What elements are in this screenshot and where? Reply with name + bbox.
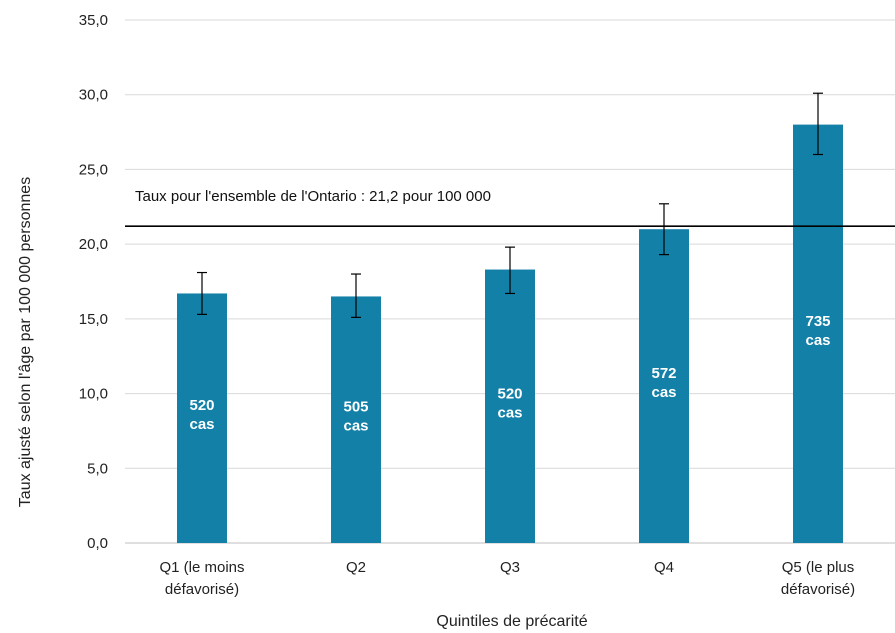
bar bbox=[331, 296, 381, 543]
bar-data-label-line: cas bbox=[343, 418, 368, 435]
error-bar bbox=[197, 271, 207, 315]
bar-data-label-line: 572 bbox=[651, 365, 676, 382]
y-tick-label: 15,0 bbox=[79, 311, 108, 328]
bar-data-label-line: cas bbox=[805, 332, 830, 349]
error-bar bbox=[659, 203, 669, 256]
y-tick-label: 35,0 bbox=[79, 12, 108, 29]
bar-data-label-line: 505 bbox=[343, 399, 368, 416]
y-tick-label: 10,0 bbox=[79, 386, 108, 403]
x-tick-label: Q1 (le moins défavorisé) bbox=[159, 559, 244, 598]
error-bar bbox=[351, 273, 361, 318]
reference-line-group: Taux pour l'ensemble de l'Ontario : 21,2… bbox=[125, 188, 895, 228]
bar bbox=[793, 124, 843, 543]
x-tick-label-line: Q5 (le plus bbox=[782, 559, 855, 576]
bar-data-label: 735 cas bbox=[805, 313, 830, 349]
x-axis-title: Quintiles de précarité bbox=[436, 613, 587, 630]
bar-labels: 520 cas 505 cas 520 cas 572 cas 735 cas bbox=[189, 313, 830, 435]
x-tick-label: Q5 (le plus défavorisé) bbox=[781, 559, 855, 598]
x-axis-ticks: Q1 (le moins défavorisé) Q2 Q3 Q4 Q5 (le plus… bbox=[159, 559, 855, 598]
x-tick-label-line: Q3 bbox=[500, 559, 520, 576]
y-tick-label: 0,0 bbox=[87, 535, 108, 552]
bars bbox=[177, 124, 843, 543]
error-bar bbox=[813, 92, 823, 156]
y-axis-ticks: 0,0 5,0 10,0 15,0 20,0 25,0 30,0 35,0 bbox=[79, 12, 108, 552]
x-tick-label-line: défavorisé) bbox=[165, 581, 239, 598]
error-bars bbox=[197, 92, 823, 318]
bar-data-label-line: cas bbox=[497, 404, 522, 421]
bar-data-label-line: cas bbox=[651, 384, 676, 401]
y-tick-label: 30,0 bbox=[79, 87, 108, 104]
bar-data-label: 520 cas bbox=[497, 385, 522, 421]
y-tick-label: 5,0 bbox=[87, 460, 108, 477]
bar bbox=[485, 269, 535, 543]
x-tick-label: Q2 bbox=[346, 559, 366, 576]
reference-line-label: Taux pour l'ensemble de l'Ontario : 21,2… bbox=[135, 188, 491, 205]
x-tick-label: Q3 bbox=[500, 559, 520, 576]
x-tick-label-line: Q4 bbox=[654, 559, 674, 576]
x-tick-label: Q4 bbox=[654, 559, 674, 576]
x-tick-label-line: défavorisé) bbox=[781, 581, 855, 598]
bar-data-label-line: 520 bbox=[497, 385, 522, 402]
bar-data-label-line: cas bbox=[189, 416, 214, 433]
y-tick-label: 20,0 bbox=[79, 236, 108, 253]
bar-data-label: 572 cas bbox=[651, 365, 676, 401]
bar-data-label: 520 cas bbox=[189, 397, 214, 433]
bar-data-label-line: 735 bbox=[805, 313, 830, 330]
bar bbox=[639, 229, 689, 543]
y-axis-title: Taux ajusté selon l'âge par 100 000 pers… bbox=[17, 177, 34, 507]
bar bbox=[177, 293, 227, 543]
bar-data-label-line: 520 bbox=[189, 397, 214, 414]
bar-data-label: 505 cas bbox=[343, 399, 368, 435]
y-tick-label: 25,0 bbox=[79, 161, 108, 178]
x-tick-label-line: Q2 bbox=[346, 559, 366, 576]
error-bar bbox=[505, 246, 515, 295]
x-tick-label-line: Q1 (le moins bbox=[159, 559, 244, 576]
